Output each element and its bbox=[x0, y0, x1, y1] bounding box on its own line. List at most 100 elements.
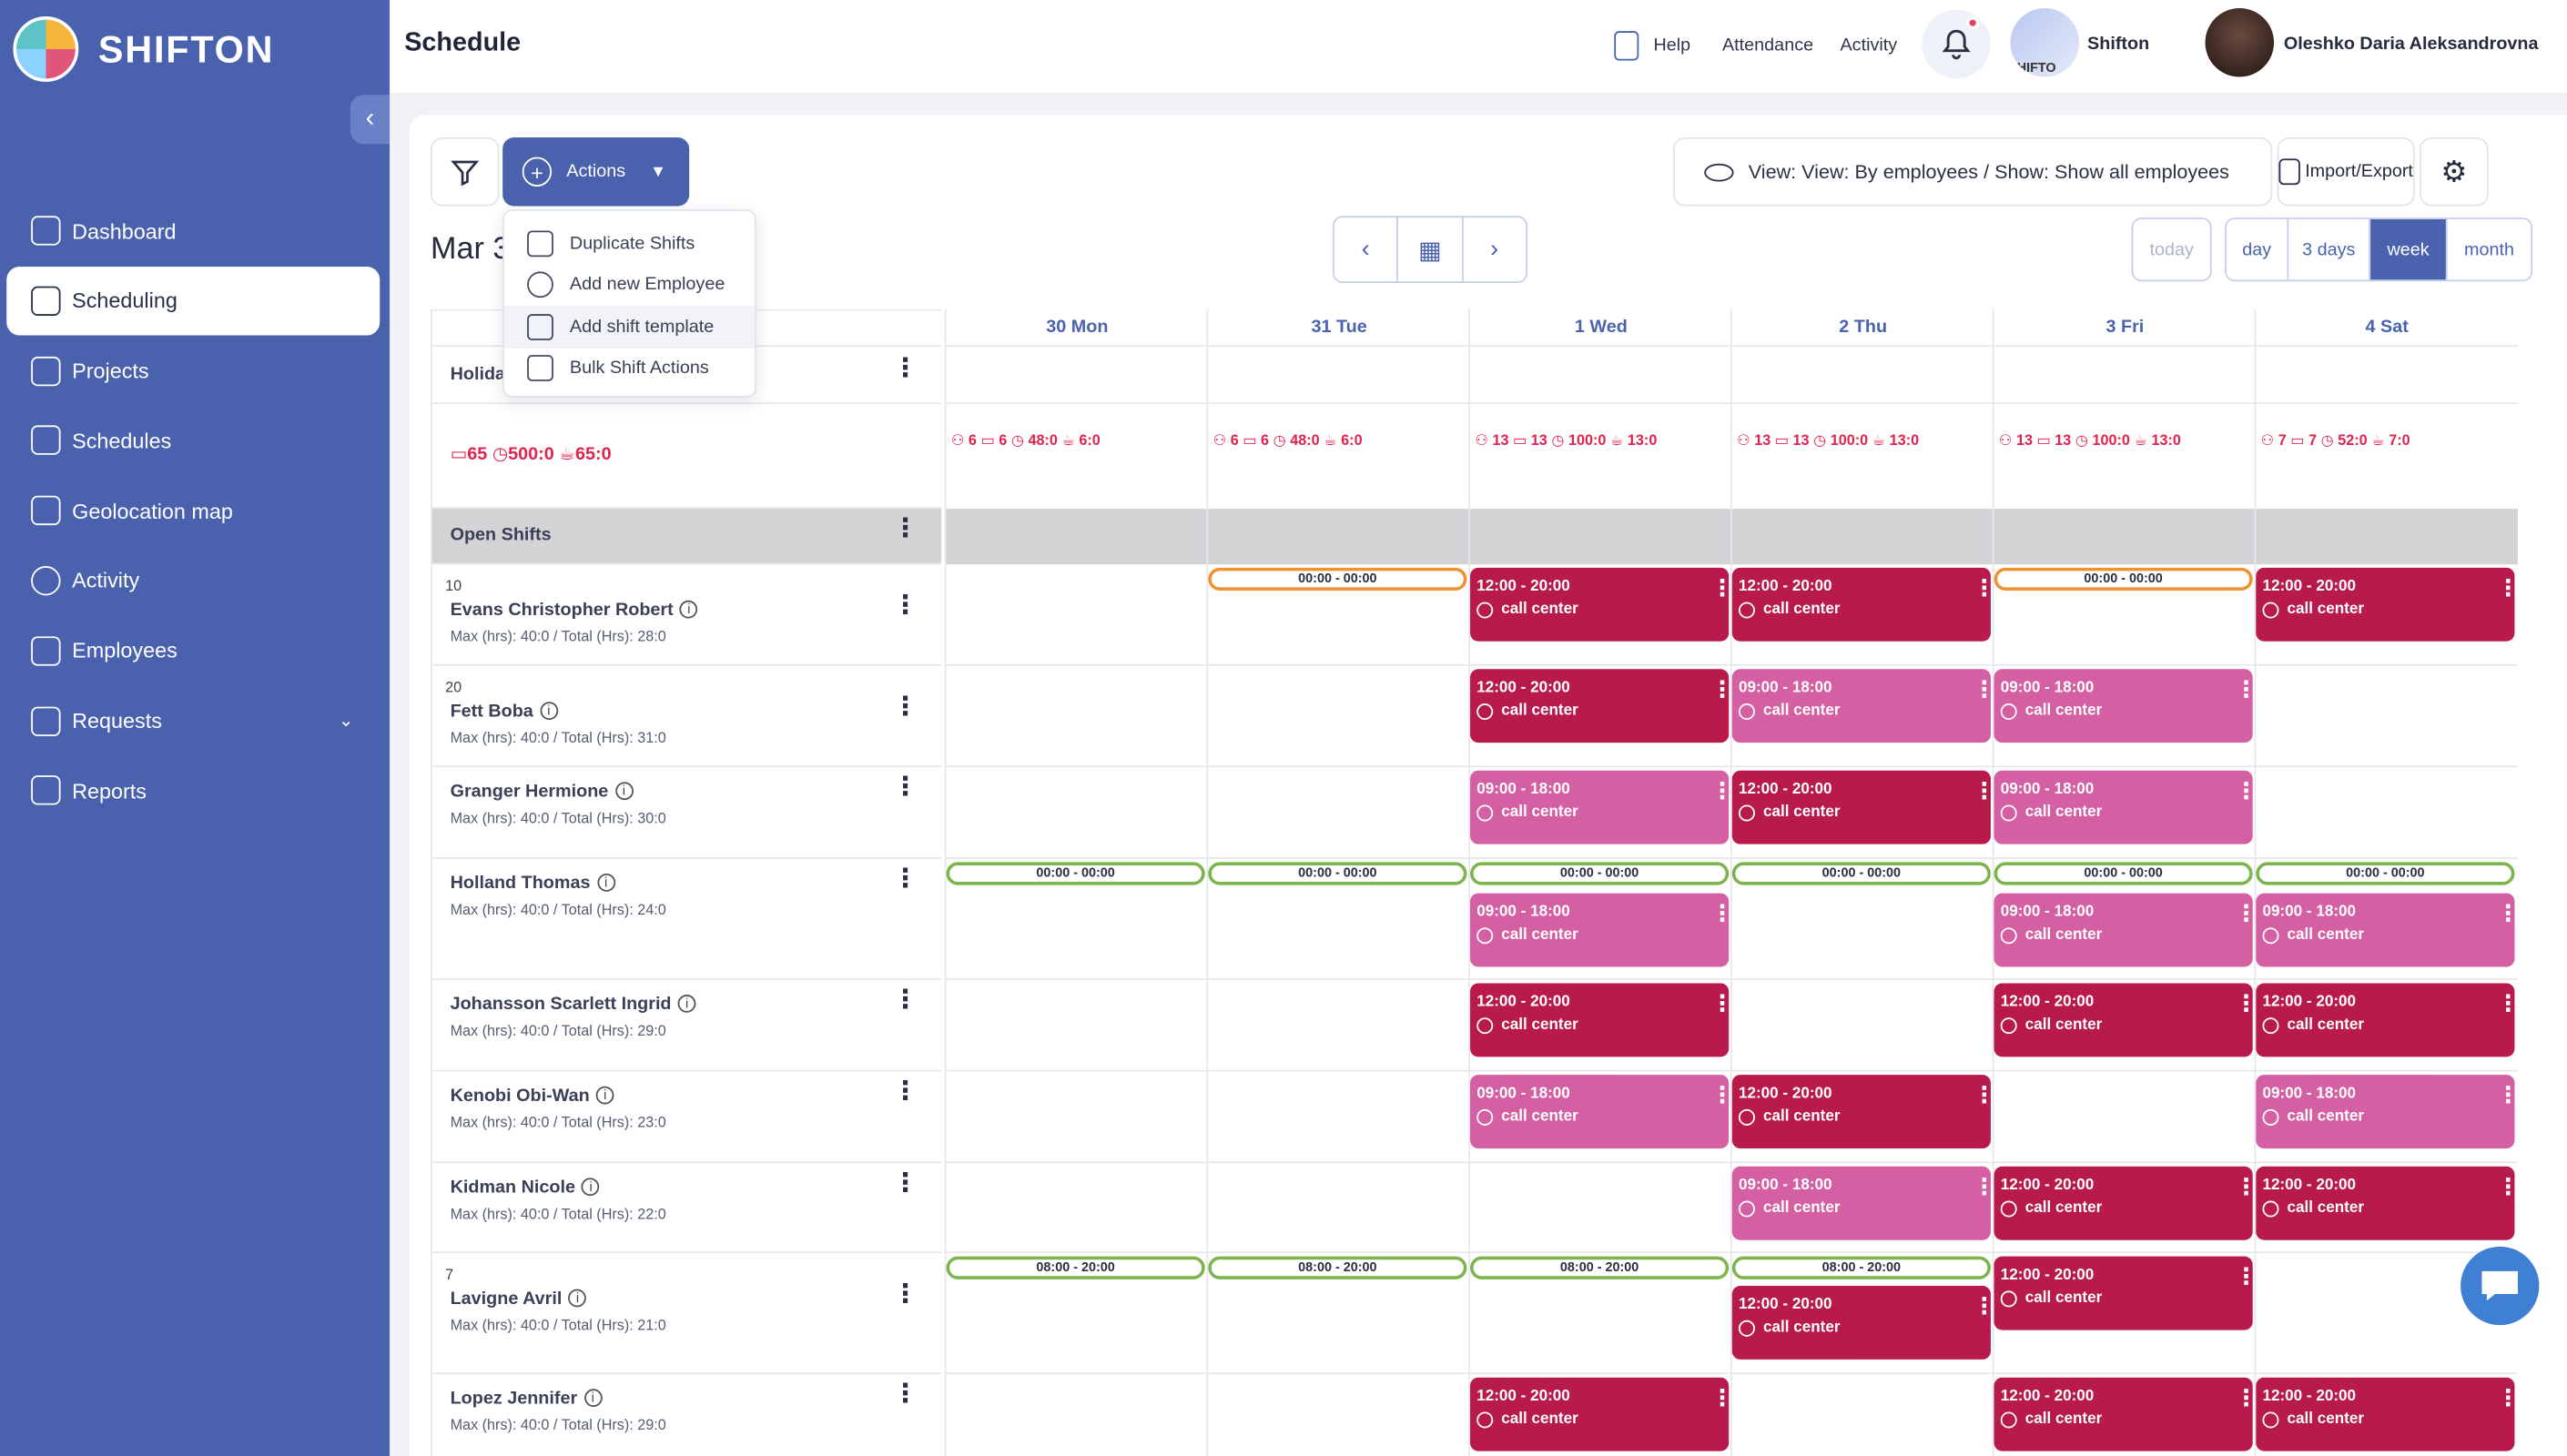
sidebar-item-scheduling[interactable]: Scheduling bbox=[6, 266, 380, 336]
availability-pill[interactable]: 00:00 - 00:00 bbox=[2256, 862, 2515, 885]
shift-menu-button[interactable]: ⋮ bbox=[1710, 675, 1734, 703]
info-icon[interactable]: i bbox=[582, 1178, 600, 1197]
employee-menu-button[interactable]: ⋮ bbox=[892, 774, 918, 802]
help-document-icon[interactable] bbox=[1614, 31, 1639, 61]
shift-menu-button[interactable]: ⋮ bbox=[2234, 1383, 2258, 1410]
schedule-cell[interactable] bbox=[1994, 767, 2257, 859]
day-header[interactable]: 2 Thu bbox=[1731, 309, 1994, 348]
info-icon[interactable]: i bbox=[677, 995, 696, 1013]
schedule-cell[interactable] bbox=[946, 859, 1209, 980]
schedule-cell[interactable] bbox=[1994, 980, 2257, 1072]
shift-card[interactable]: 12:00 - 20:00 call center ⋮ bbox=[2256, 1377, 2520, 1451]
shift-menu-button[interactable]: ⋮ bbox=[2496, 1383, 2520, 1410]
schedule-cell[interactable] bbox=[1731, 564, 1994, 666]
range-3-days-button[interactable]: 3 days bbox=[2287, 218, 2369, 280]
open-shifts-cell[interactable] bbox=[946, 509, 1209, 565]
info-icon[interactable]: i bbox=[583, 1389, 603, 1408]
info-icon[interactable]: i bbox=[568, 1289, 587, 1308]
schedule-cell[interactable] bbox=[2256, 1072, 2519, 1164]
shift-menu-button[interactable]: ⋮ bbox=[1710, 1383, 1734, 1410]
day-header[interactable]: 1 Wed bbox=[1470, 309, 1732, 348]
shift-menu-button[interactable]: ⋮ bbox=[1973, 675, 1996, 703]
attendance-link[interactable]: Attendance bbox=[1721, 35, 1814, 56]
schedule-cell[interactable] bbox=[1994, 1163, 2257, 1254]
schedule-cell[interactable] bbox=[1994, 564, 2257, 666]
shift-card[interactable]: 12:00 - 20:00 call center ⋮ bbox=[1994, 983, 2258, 1057]
schedule-cell[interactable] bbox=[1994, 666, 2257, 768]
sidebar-item-projects[interactable]: Projects bbox=[6, 337, 380, 406]
shift-card[interactable]: 12:00 - 20:00 call center ⋮ bbox=[1470, 669, 1734, 743]
menu-item-bulk-shift-actions[interactable]: Bulk Shift Actions bbox=[504, 348, 755, 389]
shift-menu-button[interactable]: ⋮ bbox=[1973, 1081, 1996, 1108]
shift-card[interactable]: 09:00 - 18:00 call center ⋮ bbox=[1470, 893, 1734, 967]
shift-menu-button[interactable]: ⋮ bbox=[1973, 1172, 1996, 1199]
menu-item-duplicate-shifts[interactable]: Duplicate Shifts bbox=[504, 222, 755, 264]
schedule-cell[interactable] bbox=[1731, 1072, 1994, 1164]
employee-name[interactable]: Lopez Jennifer i bbox=[451, 1389, 603, 1409]
info-icon[interactable]: i bbox=[540, 702, 558, 721]
schedule-cell[interactable] bbox=[1208, 564, 1471, 666]
schedule-cell[interactable] bbox=[1470, 980, 1732, 1072]
holiday-cell[interactable] bbox=[1208, 347, 1471, 405]
shift-menu-button[interactable]: ⋮ bbox=[1973, 574, 1996, 601]
availability-pill[interactable]: 00:00 - 00:00 bbox=[1994, 862, 2253, 885]
schedule-cell[interactable] bbox=[946, 564, 1209, 666]
availability-pill[interactable]: 00:00 - 00:00 bbox=[946, 862, 1205, 885]
sidebar-item-schedules[interactable]: Schedules bbox=[6, 407, 380, 476]
shift-card[interactable]: 12:00 - 20:00 call center ⋮ bbox=[1994, 1166, 2258, 1240]
employee-menu-button[interactable]: ⋮ bbox=[892, 1380, 918, 1409]
view-options-button[interactable]: View: View: By employees / Show: Show al… bbox=[1673, 137, 2273, 207]
schedule-cell[interactable] bbox=[1731, 980, 1994, 1072]
open-shifts-cell[interactable] bbox=[1470, 509, 1732, 565]
shift-menu-button[interactable]: ⋮ bbox=[1710, 776, 1734, 804]
schedule-cell[interactable] bbox=[2256, 980, 2519, 1072]
shift-card[interactable]: 12:00 - 20:00 call center ⋮ bbox=[2256, 983, 2520, 1057]
help-link[interactable]: Help bbox=[1653, 35, 1691, 56]
sidebar-item-reports[interactable]: Reports bbox=[6, 756, 380, 825]
previous-period-button[interactable]: ‹ bbox=[1334, 217, 1397, 281]
schedule-cell[interactable] bbox=[946, 980, 1209, 1072]
user-name[interactable]: Oleshko Daria Aleksandrovna bbox=[2283, 34, 2539, 55]
holiday-cell[interactable] bbox=[1731, 347, 1994, 405]
open-shifts-cell[interactable] bbox=[2256, 509, 2519, 565]
availability-pill[interactable]: 08:00 - 20:00 bbox=[1470, 1256, 1730, 1279]
organization-avatar[interactable]: HIFTO bbox=[2010, 7, 2080, 77]
holiday-cell[interactable] bbox=[1470, 347, 1732, 405]
menu-item-add-shift-template[interactable]: Add shift template bbox=[503, 306, 756, 349]
user-avatar[interactable] bbox=[2205, 7, 2275, 77]
schedule-cell[interactable] bbox=[2256, 767, 2519, 859]
import-export-button[interactable]: Import/Export bbox=[2277, 137, 2415, 207]
availability-pill[interactable]: 00:00 - 00:00 bbox=[1994, 567, 2253, 591]
shift-card[interactable]: 12:00 - 20:00 call center ⋮ bbox=[1470, 1377, 1734, 1451]
shift-menu-button[interactable]: ⋮ bbox=[1973, 776, 1996, 804]
info-icon[interactable]: i bbox=[614, 782, 634, 801]
schedule-cell[interactable] bbox=[1208, 980, 1471, 1072]
shift-menu-button[interactable]: ⋮ bbox=[1710, 574, 1734, 601]
availability-pill[interactable]: 08:00 - 20:00 bbox=[1208, 1256, 1467, 1279]
schedule-cell[interactable] bbox=[1470, 564, 1732, 666]
schedule-cell[interactable] bbox=[1208, 1374, 1470, 1456]
shift-card[interactable]: 09:00 - 18:00 call center ⋮ bbox=[1994, 770, 2258, 844]
schedule-cell[interactable] bbox=[1731, 1253, 1994, 1375]
info-icon[interactable]: i bbox=[595, 1086, 614, 1105]
schedule-cell[interactable] bbox=[1732, 1374, 1994, 1456]
settings-button[interactable]: ⚙ bbox=[2420, 137, 2489, 207]
employee-menu-button[interactable]: ⋮ bbox=[892, 1077, 918, 1107]
schedule-cell[interactable] bbox=[1208, 1163, 1471, 1254]
shift-menu-button[interactable]: ⋮ bbox=[2234, 899, 2258, 926]
schedule-cell[interactable] bbox=[2256, 1253, 2519, 1375]
shift-card[interactable]: 09:00 - 18:00 call center ⋮ bbox=[1731, 1166, 1996, 1240]
shift-menu-button[interactable]: ⋮ bbox=[2234, 1172, 2258, 1199]
shift-card[interactable]: 09:00 - 18:00 call center ⋮ bbox=[1731, 669, 1996, 743]
shift-menu-button[interactable]: ⋮ bbox=[2234, 989, 2258, 1016]
shift-card[interactable]: 12:00 - 20:00 call center ⋮ bbox=[2256, 567, 2520, 642]
availability-pill[interactable]: 00:00 - 00:00 bbox=[1208, 862, 1467, 885]
schedule-cell[interactable] bbox=[2256, 859, 2519, 980]
availability-pill[interactable]: 08:00 - 20:00 bbox=[946, 1256, 1205, 1279]
employee-name[interactable]: Kenobi Obi-Wan i bbox=[451, 1086, 614, 1106]
schedule-cell[interactable] bbox=[946, 767, 1209, 859]
schedule-cell[interactable] bbox=[1994, 1072, 2257, 1164]
schedule-cell[interactable] bbox=[1994, 859, 2257, 980]
availability-pill[interactable]: 00:00 - 00:00 bbox=[1470, 862, 1730, 885]
employee-name[interactable]: Evans Christopher Robert i bbox=[451, 600, 698, 620]
